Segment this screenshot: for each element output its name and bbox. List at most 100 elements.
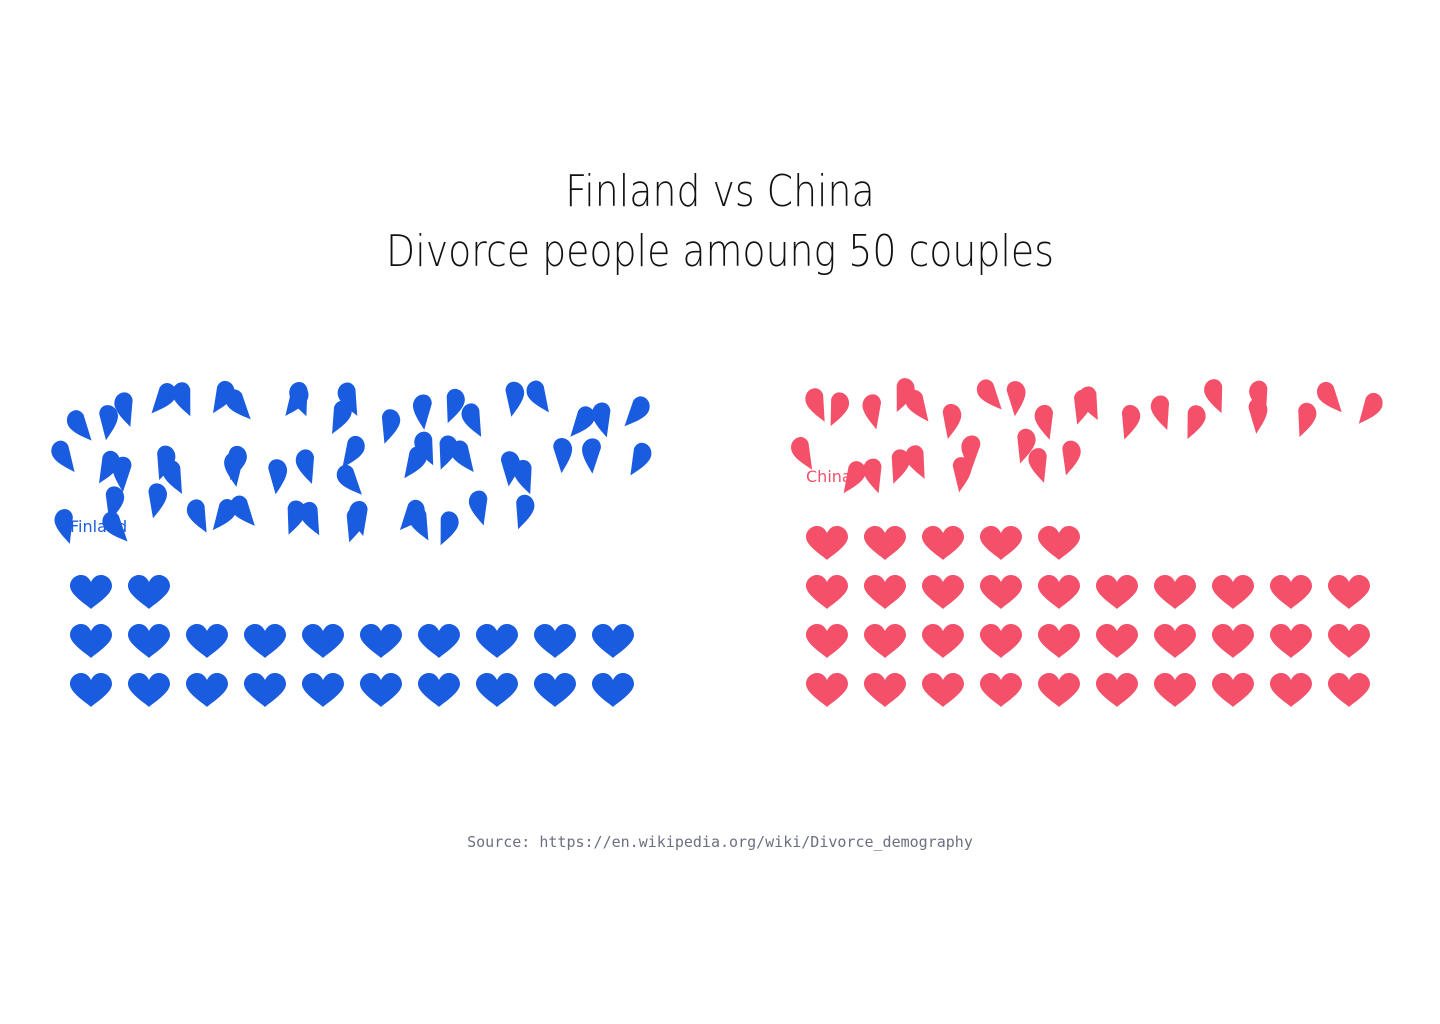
heart-icon xyxy=(1328,575,1370,609)
broken-heart-right-half xyxy=(516,494,535,530)
heart-icon xyxy=(980,673,1022,707)
broken-heart-left-half xyxy=(461,403,482,437)
heart-icon xyxy=(128,624,170,658)
broken-heart-left-half xyxy=(186,499,207,533)
broken-heart-icon xyxy=(526,380,595,437)
broken-heart-left-half xyxy=(582,438,601,474)
broken-heart-right-half xyxy=(553,438,573,474)
broken-heart-icon xyxy=(408,507,459,546)
broken-heart-left-half xyxy=(112,456,132,493)
broken-heart-right-half xyxy=(151,383,177,414)
broken-heart-right-half xyxy=(630,442,652,476)
broken-heart-left-half xyxy=(66,410,92,441)
broken-heart-left-half xyxy=(1034,404,1054,440)
broken-heart-icon xyxy=(102,483,167,542)
heart-icon xyxy=(1096,624,1138,658)
broken-heart-right-half xyxy=(505,381,525,417)
broken-heart-left-half xyxy=(349,501,368,536)
broken-heart-right-half xyxy=(446,388,465,424)
broken-heart-right-half xyxy=(1298,402,1317,438)
heart-icon xyxy=(244,624,286,658)
broken-heart-left-half xyxy=(961,435,981,471)
heart-icon xyxy=(1154,624,1196,658)
broken-heart-left-half xyxy=(1150,395,1170,430)
heart-icon xyxy=(70,575,112,609)
broken-heart-left-half xyxy=(1249,380,1268,416)
broken-heart-icon xyxy=(468,490,535,530)
broken-heart-icon xyxy=(582,438,652,476)
broken-heart-left-half xyxy=(114,392,133,427)
heart-icon xyxy=(1212,575,1254,609)
broken-heart-icon xyxy=(592,396,650,438)
heart-icon xyxy=(806,575,848,609)
series-china: China xyxy=(791,378,1383,707)
heart-icon xyxy=(922,673,964,707)
heart-icon xyxy=(418,624,460,658)
broken-heart-icon xyxy=(295,435,365,484)
broken-heart-icon xyxy=(51,440,120,484)
series-finland: Finland xyxy=(51,380,652,707)
broken-heart-icon xyxy=(224,451,288,495)
broken-heart-left-half xyxy=(513,459,532,495)
broken-heart-right-half xyxy=(952,457,972,493)
broken-heart-right-half xyxy=(148,483,167,519)
chart-title-line-2: Divorce people amoung 50 couples xyxy=(386,226,1054,277)
heart-icon xyxy=(1270,673,1312,707)
broken-heart-icon xyxy=(905,390,962,440)
heart-icon xyxy=(864,673,906,707)
broken-heart-icon xyxy=(172,380,235,417)
broken-heart-right-half xyxy=(332,400,352,435)
heart-icon xyxy=(1154,575,1196,609)
broken-heart-left-half xyxy=(1204,379,1223,414)
heart-icon xyxy=(864,624,906,658)
broken-heart-left-half xyxy=(1028,448,1047,483)
broken-heart-icon xyxy=(412,388,465,430)
heart-icon xyxy=(1096,575,1138,609)
broken-heart-icon xyxy=(862,378,915,430)
heart-icon xyxy=(1154,673,1196,707)
heart-icon xyxy=(534,624,576,658)
broken-heart-icon xyxy=(461,381,525,437)
broken-heart-left-half xyxy=(295,449,315,484)
heart-icon xyxy=(476,673,518,707)
heart-icon xyxy=(302,624,344,658)
broken-heart-icon xyxy=(805,388,850,427)
broken-heart-left-half xyxy=(224,451,243,487)
broken-heart-left-half xyxy=(863,458,882,494)
heart-icon xyxy=(922,624,964,658)
heart-icon xyxy=(980,526,1022,560)
heart-icon xyxy=(128,575,170,609)
broken-heart-icon xyxy=(337,382,401,444)
broken-heart-icon xyxy=(863,449,910,494)
broken-heart-right-half xyxy=(268,459,288,495)
heart-icon xyxy=(1328,673,1370,707)
broken-heart-right-half xyxy=(500,451,520,487)
broken-heart-icon xyxy=(1150,395,1206,440)
broken-heart-right-half xyxy=(570,406,595,437)
heart-icon xyxy=(360,624,402,658)
heart-icon xyxy=(70,624,112,658)
broken-heart-right-half xyxy=(440,511,459,546)
broken-heart-icon xyxy=(1249,380,1317,438)
source-note: Source: https://en.wikipedia.org/wiki/Di… xyxy=(467,833,973,851)
broken-heart-right-half xyxy=(381,409,401,444)
broken-heart-left-half xyxy=(468,490,488,526)
heart-icon xyxy=(806,673,848,707)
broken-heart-left-half xyxy=(526,380,549,413)
broken-heart-right-half xyxy=(1062,440,1081,476)
heart-icon xyxy=(1038,673,1080,707)
broken-heart-left-half xyxy=(592,402,611,438)
broken-heart-icon xyxy=(66,405,118,441)
broken-heart-left-half xyxy=(337,382,358,416)
heart-icon xyxy=(864,575,906,609)
broken-heart-left-half xyxy=(230,495,255,526)
broken-heart-left-half xyxy=(1317,381,1342,413)
broken-heart-left-half xyxy=(805,388,825,422)
legend-label-china: China xyxy=(806,467,852,486)
broken-heart-left-half xyxy=(54,509,73,544)
legend-label-finland: Finland xyxy=(70,517,127,536)
broken-heart-left-half xyxy=(336,464,362,495)
heart-icon xyxy=(1328,624,1370,658)
broken-heart-left-half xyxy=(412,394,432,430)
broken-heart-icon xyxy=(961,428,1036,471)
